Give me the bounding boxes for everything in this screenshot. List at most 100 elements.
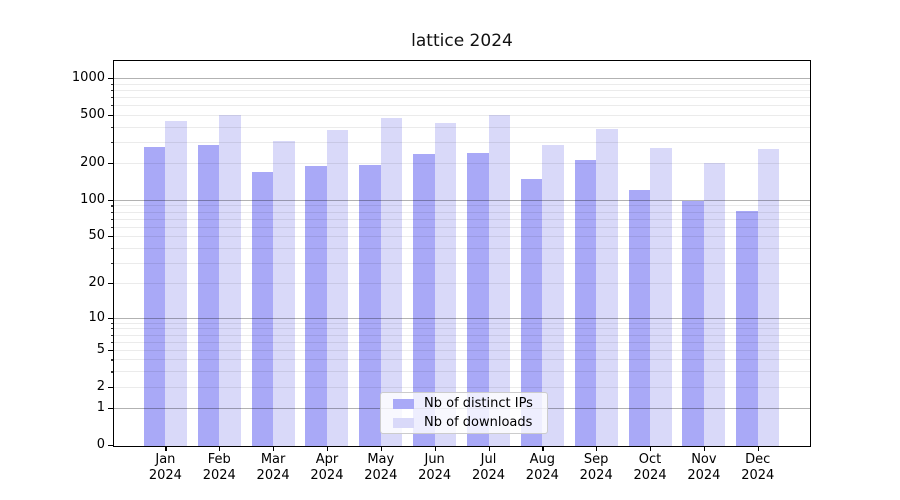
y-tick-mark-minor bbox=[111, 236, 114, 238]
x-tick-label: Jun 2024 bbox=[418, 452, 452, 483]
gridline-minor bbox=[114, 83, 810, 85]
y-tick-label: 500 bbox=[80, 106, 105, 122]
bar-distinct-ips-jan bbox=[143, 146, 166, 446]
y-tick-mark-minor bbox=[111, 89, 114, 91]
x-tick-mark bbox=[703, 446, 706, 451]
y-tick-mark-minor bbox=[111, 334, 114, 336]
x-tick-label: Apr 2024 bbox=[310, 452, 344, 483]
legend-label-downloads: Nb of downloads bbox=[424, 415, 533, 430]
x-tick-mark bbox=[542, 446, 544, 451]
y-tick-mark-minor bbox=[111, 226, 114, 228]
y-tick-label: 10 bbox=[88, 309, 105, 325]
y-tick-mark-minor bbox=[111, 83, 114, 85]
y-tick-mark bbox=[108, 199, 114, 201]
bar-distinct-ips-apr bbox=[305, 166, 327, 446]
bar-distinct-ips-dec bbox=[736, 210, 758, 446]
gridline-minor bbox=[114, 89, 810, 91]
y-tick-label: 20 bbox=[88, 275, 105, 291]
x-tick-label: Aug 2024 bbox=[525, 452, 559, 483]
x-tick-label: May 2024 bbox=[364, 452, 398, 483]
plot-area: Nb of distinct IPs Nb of downloads bbox=[114, 61, 810, 446]
y-tick-label: 50 bbox=[88, 228, 105, 244]
y-tick-mark-minor bbox=[111, 386, 114, 388]
y-tick-mark-minor bbox=[111, 218, 114, 220]
y-tick-label: 1 bbox=[96, 400, 105, 416]
bar-distinct-ips-oct bbox=[628, 189, 651, 446]
legend-item-downloads: Nb of downloads bbox=[389, 415, 539, 430]
gridline-minor bbox=[114, 96, 810, 98]
y-tick-mark-minor bbox=[111, 96, 114, 99]
legend-swatch-distinct-ips bbox=[393, 398, 414, 409]
bar-distinct-ips-aug bbox=[520, 178, 543, 446]
bar-distinct-ips-sep bbox=[574, 160, 597, 446]
gridline-minor bbox=[114, 105, 810, 107]
x-tick-label: Nov 2024 bbox=[687, 452, 721, 483]
bar-downloads-jan bbox=[165, 121, 187, 446]
y-tick-mark-minor bbox=[111, 163, 114, 165]
y-tick-label: 1000 bbox=[71, 69, 105, 85]
y-tick-label: 5 bbox=[96, 341, 105, 357]
legend-label-distinct-ips: Nb of distinct IPs bbox=[424, 396, 533, 411]
y-tick-mark-minor bbox=[111, 349, 114, 351]
x-tick-label: Oct 2024 bbox=[633, 452, 667, 483]
bar-distinct-ips-feb bbox=[197, 144, 220, 446]
y-tick-mark-minor bbox=[111, 126, 114, 128]
y-tick-mark-minor bbox=[111, 205, 114, 207]
y-tick-label: 2 bbox=[96, 378, 105, 394]
y-tick-mark-minor bbox=[111, 141, 114, 143]
bar-downloads-nov bbox=[703, 163, 726, 446]
x-tick-mark bbox=[434, 446, 436, 451]
bar-downloads-jun bbox=[434, 122, 457, 446]
y-tick-mark-minor bbox=[111, 359, 114, 361]
y-tick-mark-minor bbox=[111, 114, 114, 116]
y-tick-mark-minor bbox=[111, 211, 114, 213]
y-tick-mark bbox=[108, 317, 114, 319]
bar-distinct-ips-nov bbox=[682, 200, 704, 446]
x-tick-label: Mar 2024 bbox=[256, 452, 290, 483]
y-tick-mark-minor bbox=[111, 283, 114, 285]
y-tick-mark bbox=[108, 408, 114, 410]
bar-distinct-ips-jul bbox=[467, 152, 489, 446]
bar-downloads-sep bbox=[596, 128, 618, 446]
x-tick-label: Feb 2024 bbox=[202, 452, 236, 483]
legend-swatch-downloads bbox=[393, 417, 414, 428]
x-tick-label: Sep 2024 bbox=[579, 452, 613, 483]
x-tick-label: Dec 2024 bbox=[741, 452, 775, 483]
bar-distinct-ips-mar bbox=[251, 172, 274, 446]
y-tick-mark-minor bbox=[111, 371, 114, 373]
y-tick-mark bbox=[108, 77, 114, 80]
x-tick-label: Jul 2024 bbox=[471, 452, 506, 483]
bar-downloads-feb bbox=[219, 115, 241, 446]
bar-distinct-ips-may bbox=[359, 165, 381, 446]
legend: Nb of distinct IPs Nb of downloads bbox=[380, 392, 548, 434]
y-tick-mark-minor bbox=[111, 341, 114, 343]
bar-distinct-ips-jun bbox=[413, 153, 435, 446]
bar-downloads-apr bbox=[326, 130, 349, 446]
bar-downloads-dec bbox=[757, 149, 780, 446]
y-tick-mark-minor bbox=[111, 328, 114, 330]
y-tick-label: 0 bbox=[96, 437, 105, 452]
bar-downloads-oct bbox=[650, 147, 672, 446]
x-tick-mark bbox=[219, 446, 221, 451]
bar-downloads-mar bbox=[273, 140, 295, 446]
x-tick-mark bbox=[380, 446, 382, 451]
x-tick-mark bbox=[273, 446, 275, 451]
x-tick-mark bbox=[488, 446, 490, 451]
y-tick-label: 200 bbox=[80, 155, 105, 171]
x-tick-mark bbox=[650, 446, 652, 451]
y-tick-label: 100 bbox=[80, 191, 105, 207]
x-tick-label: Jan 2024 bbox=[148, 452, 182, 483]
bar-downloads-aug bbox=[542, 144, 564, 446]
y-tick-mark-minor bbox=[111, 262, 114, 264]
bar-downloads-may bbox=[380, 117, 403, 446]
bar-downloads-jul bbox=[488, 114, 510, 446]
y-tick-mark-minor bbox=[111, 105, 114, 107]
chart-title: lattice 2024 bbox=[411, 31, 513, 51]
x-tick-mark bbox=[757, 446, 759, 451]
gridline-major bbox=[114, 77, 810, 79]
legend-item-distinct-ips: Nb of distinct IPs bbox=[389, 396, 539, 411]
y-tick-mark bbox=[108, 445, 114, 447]
y-tick-mark-minor bbox=[111, 247, 114, 249]
x-tick-mark bbox=[596, 446, 598, 451]
